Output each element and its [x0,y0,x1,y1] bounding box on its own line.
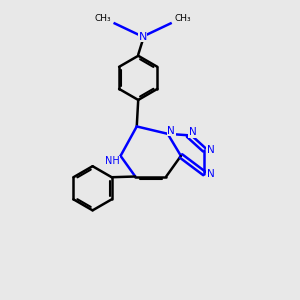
Text: N: N [207,169,215,178]
Text: NH: NH [105,156,120,166]
Text: N: N [167,126,175,136]
Text: N: N [189,127,196,137]
Text: N: N [207,169,215,178]
Text: CH₃: CH₃ [94,14,111,22]
Text: NH: NH [105,156,120,166]
Text: N: N [207,145,215,155]
Text: N: N [189,127,196,137]
Text: N: N [207,145,215,155]
Text: N: N [139,32,147,42]
Text: N: N [167,126,175,136]
Text: N: N [139,32,147,42]
Text: CH₃: CH₃ [174,14,191,22]
